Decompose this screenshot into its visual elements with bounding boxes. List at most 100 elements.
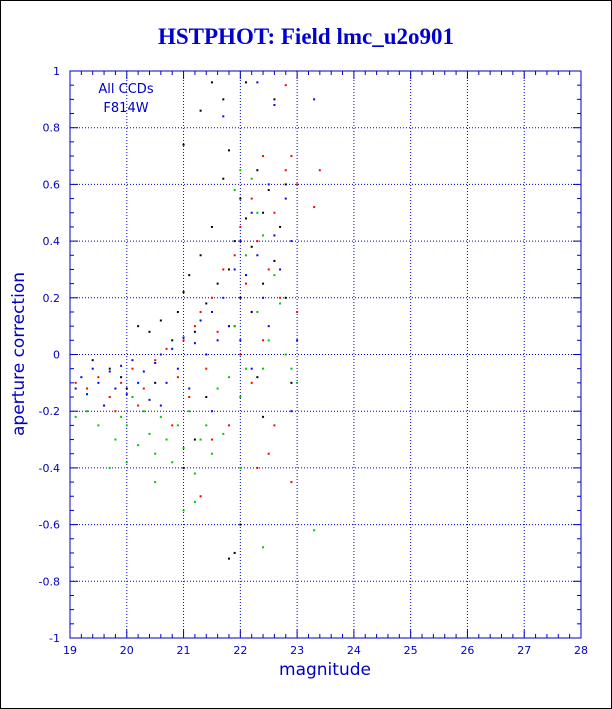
data-point bbox=[296, 339, 299, 342]
data-point bbox=[188, 274, 191, 277]
x-tick-label: 21 bbox=[177, 644, 191, 657]
data-point bbox=[222, 98, 225, 101]
chart-title: HSTPHOT: Field lmc_u2o901 bbox=[157, 24, 455, 49]
data-point bbox=[222, 296, 225, 299]
data-point bbox=[142, 410, 145, 413]
data-point bbox=[108, 367, 111, 370]
data-point bbox=[290, 410, 293, 413]
data-point bbox=[182, 339, 185, 342]
data-point bbox=[262, 234, 265, 237]
y-tick-label: 0.8 bbox=[43, 122, 61, 135]
y-tick-label: -0.4 bbox=[39, 462, 60, 475]
data-point bbox=[120, 415, 123, 418]
data-point bbox=[103, 404, 106, 407]
data-point bbox=[256, 240, 259, 243]
data-point bbox=[250, 211, 253, 214]
data-point bbox=[227, 325, 230, 328]
data-point bbox=[86, 410, 89, 413]
data-point bbox=[210, 310, 213, 313]
data-point bbox=[86, 393, 89, 396]
data-point bbox=[256, 211, 259, 214]
data-point bbox=[267, 325, 270, 328]
data-point bbox=[222, 177, 225, 180]
data-point bbox=[199, 254, 202, 257]
data-point bbox=[227, 149, 230, 152]
data-point bbox=[142, 370, 145, 373]
data-point bbox=[210, 296, 213, 299]
data-point bbox=[176, 367, 179, 370]
data-point bbox=[199, 310, 202, 313]
data-point bbox=[284, 183, 287, 186]
data-point bbox=[239, 523, 242, 526]
data-point bbox=[80, 376, 83, 379]
data-point bbox=[227, 268, 230, 271]
data-point bbox=[165, 347, 168, 350]
data-point bbox=[131, 367, 134, 370]
data-point bbox=[188, 387, 191, 390]
x-tick-label: 20 bbox=[120, 644, 134, 657]
data-point bbox=[193, 330, 196, 333]
data-point bbox=[97, 381, 100, 384]
data-point bbox=[114, 438, 117, 441]
data-point bbox=[182, 143, 185, 146]
data-point bbox=[256, 466, 259, 469]
data-point bbox=[262, 296, 265, 299]
y-tick-label: -0.8 bbox=[39, 575, 60, 588]
data-point bbox=[154, 481, 157, 484]
data-point bbox=[182, 336, 185, 339]
data-point bbox=[279, 268, 282, 271]
grid bbox=[70, 71, 581, 638]
data-point bbox=[74, 415, 77, 418]
data-point bbox=[188, 396, 191, 399]
data-point bbox=[227, 376, 230, 379]
data-point bbox=[176, 376, 179, 379]
data-point bbox=[137, 444, 140, 447]
data-point bbox=[193, 472, 196, 475]
data-point bbox=[239, 296, 242, 299]
data-point bbox=[233, 268, 236, 271]
data-point bbox=[199, 495, 202, 498]
x-tick-label: 25 bbox=[404, 644, 418, 657]
data-point bbox=[284, 353, 287, 356]
y-tick-label: 0.6 bbox=[43, 178, 61, 191]
data-point bbox=[210, 452, 213, 455]
data-point bbox=[296, 183, 299, 186]
data-point bbox=[222, 115, 225, 118]
data-point bbox=[91, 359, 94, 362]
data-point bbox=[262, 282, 265, 285]
data-point bbox=[233, 325, 236, 328]
data-point bbox=[176, 310, 179, 313]
data-point bbox=[290, 240, 293, 243]
data-point bbox=[193, 500, 196, 503]
data-point bbox=[239, 396, 242, 399]
data-point bbox=[256, 81, 259, 84]
data-point bbox=[284, 296, 287, 299]
data-point bbox=[245, 217, 248, 220]
data-point bbox=[318, 169, 321, 172]
data-point bbox=[239, 353, 242, 356]
data-point bbox=[239, 466, 242, 469]
data-point bbox=[193, 438, 196, 441]
x-tick-label: 27 bbox=[517, 644, 531, 657]
data-point bbox=[205, 396, 208, 399]
data-point bbox=[222, 432, 225, 435]
y-tick-label: 0.2 bbox=[43, 292, 61, 305]
data-point bbox=[176, 424, 179, 427]
data-point bbox=[86, 387, 89, 390]
data-point bbox=[148, 330, 151, 333]
data-point bbox=[233, 240, 236, 243]
data-point bbox=[210, 81, 213, 84]
data-point bbox=[148, 432, 151, 435]
data-point bbox=[245, 367, 248, 370]
data-point bbox=[165, 438, 168, 441]
data-point bbox=[250, 177, 253, 180]
data-point bbox=[267, 189, 270, 192]
data-point bbox=[125, 387, 128, 390]
x-tick-label: 24 bbox=[347, 644, 361, 657]
data-point bbox=[159, 415, 162, 418]
data-point bbox=[290, 481, 293, 484]
data-point bbox=[262, 367, 265, 370]
data-point bbox=[250, 197, 253, 200]
data-point bbox=[137, 325, 140, 328]
